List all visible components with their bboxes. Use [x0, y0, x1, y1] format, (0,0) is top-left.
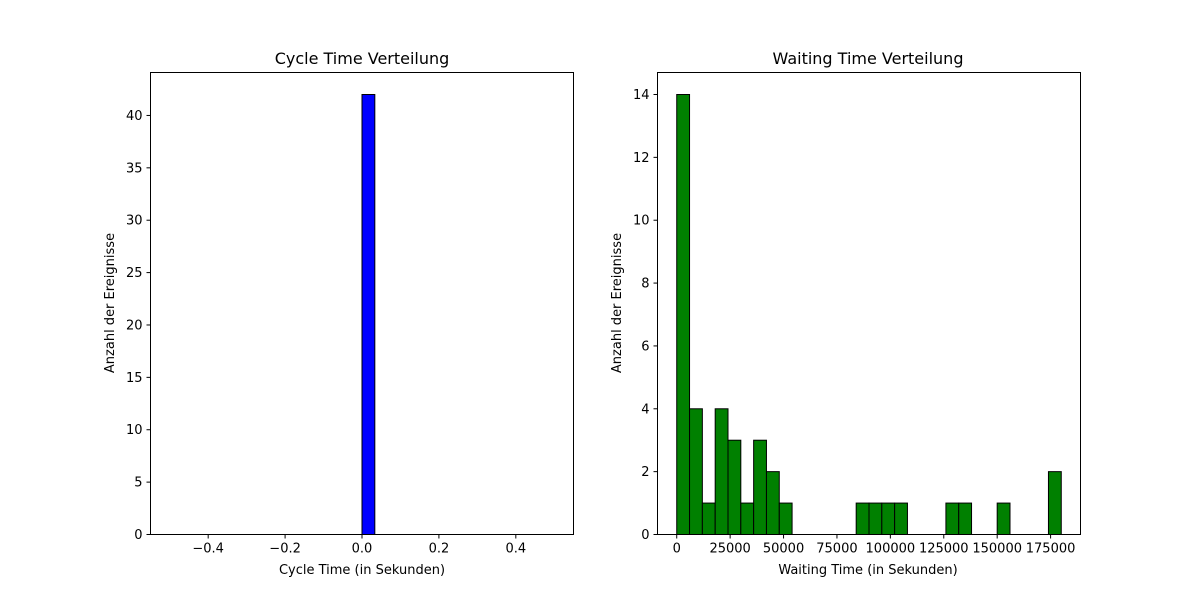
histogram-bar — [958, 502, 973, 536]
y-tick-label: 6 — [641, 339, 649, 354]
histogram-bar — [1047, 471, 1062, 535]
x-tick-label: 175000 — [1026, 542, 1076, 557]
y-axis-ticks: 0 2 4 6 8 10 12 14 — [633, 88, 658, 543]
y-tick-label: 12 — [633, 151, 650, 166]
y-tick-label: 35 — [126, 161, 143, 176]
y-tick-label: 30 — [126, 214, 143, 229]
x-tick-label: 100000 — [866, 542, 916, 557]
y-tick-label: 10 — [633, 214, 650, 229]
histogram-bar — [881, 502, 896, 536]
x-tick-label: 0 — [673, 542, 681, 557]
y-tick-label: 20 — [126, 318, 143, 333]
histogram-bar — [714, 408, 729, 535]
x-tick-label: 50000 — [763, 542, 804, 557]
histogram-bar — [894, 502, 908, 536]
y-axis-label: Anzahl der Ereignisse — [103, 233, 118, 373]
chart-title: Waiting Time Verteilung — [773, 49, 964, 68]
x-tick-label: 150000 — [972, 542, 1022, 557]
y-tick-label: 4 — [641, 402, 649, 417]
x-tick-label: 0.2 — [429, 542, 450, 557]
x-tick-label: −0.4 — [192, 542, 224, 557]
histogram-bar — [676, 94, 691, 535]
histogram-bar — [765, 471, 780, 535]
y-tick-label: 2 — [641, 465, 649, 480]
x-tick-label: 25000 — [709, 542, 750, 557]
y-tick-label: 40 — [126, 109, 143, 124]
x-axis-label: Waiting Time (in Sekunden) — [778, 563, 957, 578]
y-axis-label: Anzahl der Ereignisse — [610, 233, 625, 373]
histogram-bars — [676, 94, 1062, 536]
plot-frame — [150, 72, 574, 535]
histogram-bar — [868, 502, 883, 536]
histogram-bar — [996, 502, 1011, 536]
x-tick-label: 0.4 — [505, 542, 526, 557]
histogram-bars — [361, 94, 376, 535]
histogram-bar — [727, 439, 742, 536]
histogram-bar — [855, 502, 870, 536]
chart-title: Cycle Time Verteilung — [275, 49, 450, 68]
histogram-bar — [945, 502, 960, 536]
cycle-time-histogram: Cycle Time Verteilung −0.4 −0.2 0.0 0.2 0.4 … — [103, 49, 574, 578]
y-tick-label: 10 — [126, 423, 143, 438]
y-tick-label: 25 — [126, 266, 143, 281]
y-axis-ticks: 0 5 10 15 20 25 30 35 40 — [126, 109, 151, 543]
y-tick-label: 5 — [134, 476, 142, 491]
histogram-bar — [753, 439, 767, 536]
histogram-bar — [740, 502, 755, 536]
histogram-bar — [701, 502, 716, 536]
y-tick-label: 14 — [633, 88, 650, 103]
x-tick-label: 125000 — [919, 542, 969, 557]
x-axis-label: Cycle Time (in Sekunden) — [279, 563, 445, 578]
x-tick-label: −0.2 — [269, 542, 301, 557]
y-tick-label: 0 — [134, 528, 142, 543]
y-tick-label: 15 — [126, 371, 143, 386]
x-tick-label: 75000 — [816, 542, 857, 557]
histogram-bar — [689, 408, 703, 535]
x-axis-ticks: 0 25000 50000 75000 100000 125000 150000 175000 — [673, 534, 1076, 557]
y-tick-label: 8 — [641, 277, 649, 292]
waiting-time-histogram: Waiting Time Verteilung 0 25000 50000 75000… — [610, 49, 1081, 578]
x-axis-ticks: −0.4 −0.2 0.0 0.2 0.4 — [192, 534, 526, 557]
plot-frame — [657, 72, 1081, 535]
y-tick-label: 0 — [641, 528, 649, 543]
histogram-bar — [778, 502, 793, 536]
x-tick-label: 0.0 — [352, 542, 373, 557]
histogram-bar — [361, 94, 376, 535]
